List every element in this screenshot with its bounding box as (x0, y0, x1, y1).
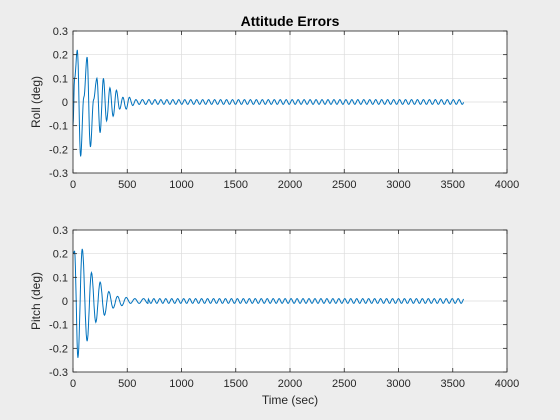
roll-xtick-label-0: 0 (70, 179, 76, 191)
roll-ylabel: Roll (deg) (29, 76, 43, 128)
pitch-xtick-label-2: 1000 (169, 378, 193, 390)
roll-ytick-label-6: 0.3 (53, 26, 68, 38)
pitch-xtick-label-4: 2000 (278, 378, 302, 390)
pitch-axes: 0 500 1000 1500 2000 2500 3000 3500 4000 -0.3 -0.2… (29, 225, 519, 407)
pitch-ytick-label-3: 0 (62, 296, 68, 308)
roll-ytick-label-5: 0.2 (53, 50, 68, 62)
pitch-ytick-label-4: 0.1 (53, 272, 68, 284)
pitch-xtick-label-6: 3000 (386, 378, 410, 390)
roll-xtick-label-4: 2000 (278, 179, 302, 191)
pitch-ytick-label-0: -0.3 (49, 367, 68, 379)
roll-ytick-label-2: -0.1 (49, 121, 68, 133)
pitch-ytick-label-5: 0.2 (53, 249, 68, 261)
figure-title: Attitude Errors (241, 13, 340, 29)
roll-xtick-label-3: 1500 (224, 179, 248, 191)
roll-xtick-label-1: 500 (118, 179, 136, 191)
pitch-ytick-label-6: 0.3 (53, 225, 68, 237)
pitch-xtick-label-8: 4000 (495, 378, 519, 390)
pitch-ylabel: Pitch (deg) (29, 272, 43, 330)
roll-xtick-label-8: 4000 (495, 179, 519, 191)
roll-axes: 0 500 1000 1500 2000 2500 3000 3500 4000 -0.3 -0.2… (29, 26, 519, 191)
pitch-xtick-label-1: 500 (118, 378, 136, 390)
pitch-ytick-label-2: -0.1 (49, 320, 68, 332)
pitch-xtick-label-3: 1500 (224, 378, 248, 390)
roll-xtick-label-6: 3000 (386, 179, 410, 191)
pitch-ytick-label-1: -0.2 (49, 343, 68, 355)
pitch-xlabel: Time (sec) (262, 393, 318, 407)
roll-ytick-label-0: -0.3 (49, 168, 68, 180)
roll-xtick-label-2: 1000 (169, 179, 193, 191)
roll-series-line-0 (72, 49, 465, 157)
roll-xtick-label-7: 3500 (441, 179, 465, 191)
roll-ytick-label-4: 0.1 (53, 73, 68, 85)
roll-xtick-label-5: 2500 (332, 179, 356, 191)
roll-ytick-label-1: -0.2 (49, 144, 68, 156)
pitch-xtick-label-5: 2500 (332, 378, 356, 390)
roll-ytick-label-3: 0 (62, 97, 68, 109)
pitch-series-line-0 (72, 248, 465, 358)
pitch-xtick-label-0: 0 (70, 378, 76, 390)
pitch-xtick-label-7: 3500 (441, 378, 465, 390)
